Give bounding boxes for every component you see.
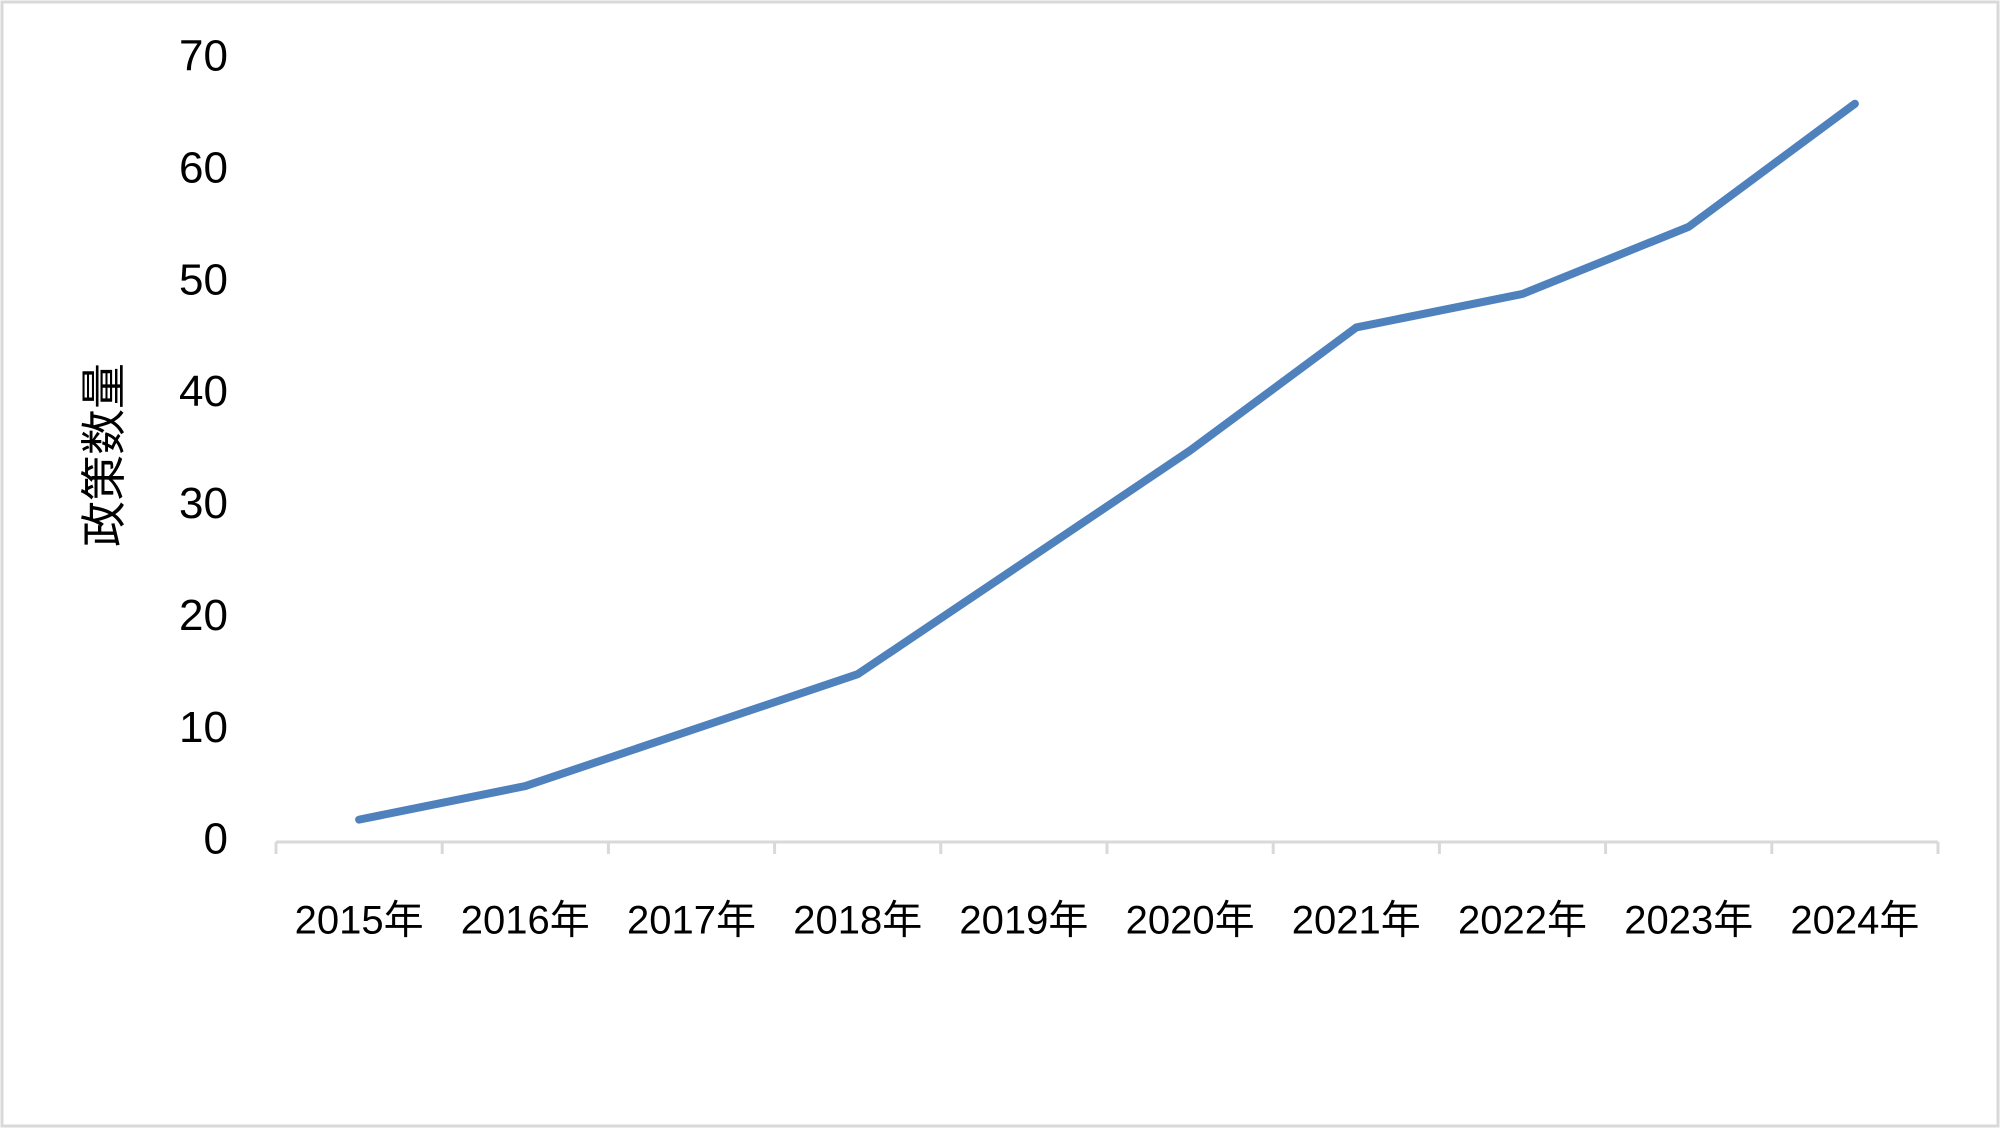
x-tick-label: 2018年 (793, 899, 922, 943)
y-axis-label: 政策数量 (77, 363, 131, 547)
x-tick-label: 2016年 (461, 899, 590, 943)
data-line (355, 99, 1859, 824)
y-tick-label: 70 (179, 32, 228, 81)
x-tick-label: 2017年 (627, 899, 756, 943)
y-tick-label: 10 (179, 703, 228, 752)
x-tick-label: 2021年 (1292, 899, 1421, 943)
x-tick-label: 2022年 (1458, 899, 1587, 943)
y-tick-label: 40 (179, 367, 228, 416)
x-tick-label: 2023年 (1624, 899, 1753, 943)
y-tick-label: 30 (179, 479, 228, 528)
x-tick-label: 2019年 (959, 899, 1088, 943)
y-tick-label: 20 (179, 591, 228, 640)
x-tick-label: 2024年 (1790, 899, 1919, 943)
y-tick-label: 50 (179, 255, 228, 304)
y-tick-label: 60 (179, 143, 228, 192)
y-tick-label: 0 (204, 815, 228, 864)
x-tick-label: 2020年 (1126, 899, 1255, 943)
x-tick-label: 2015年 (295, 899, 424, 943)
